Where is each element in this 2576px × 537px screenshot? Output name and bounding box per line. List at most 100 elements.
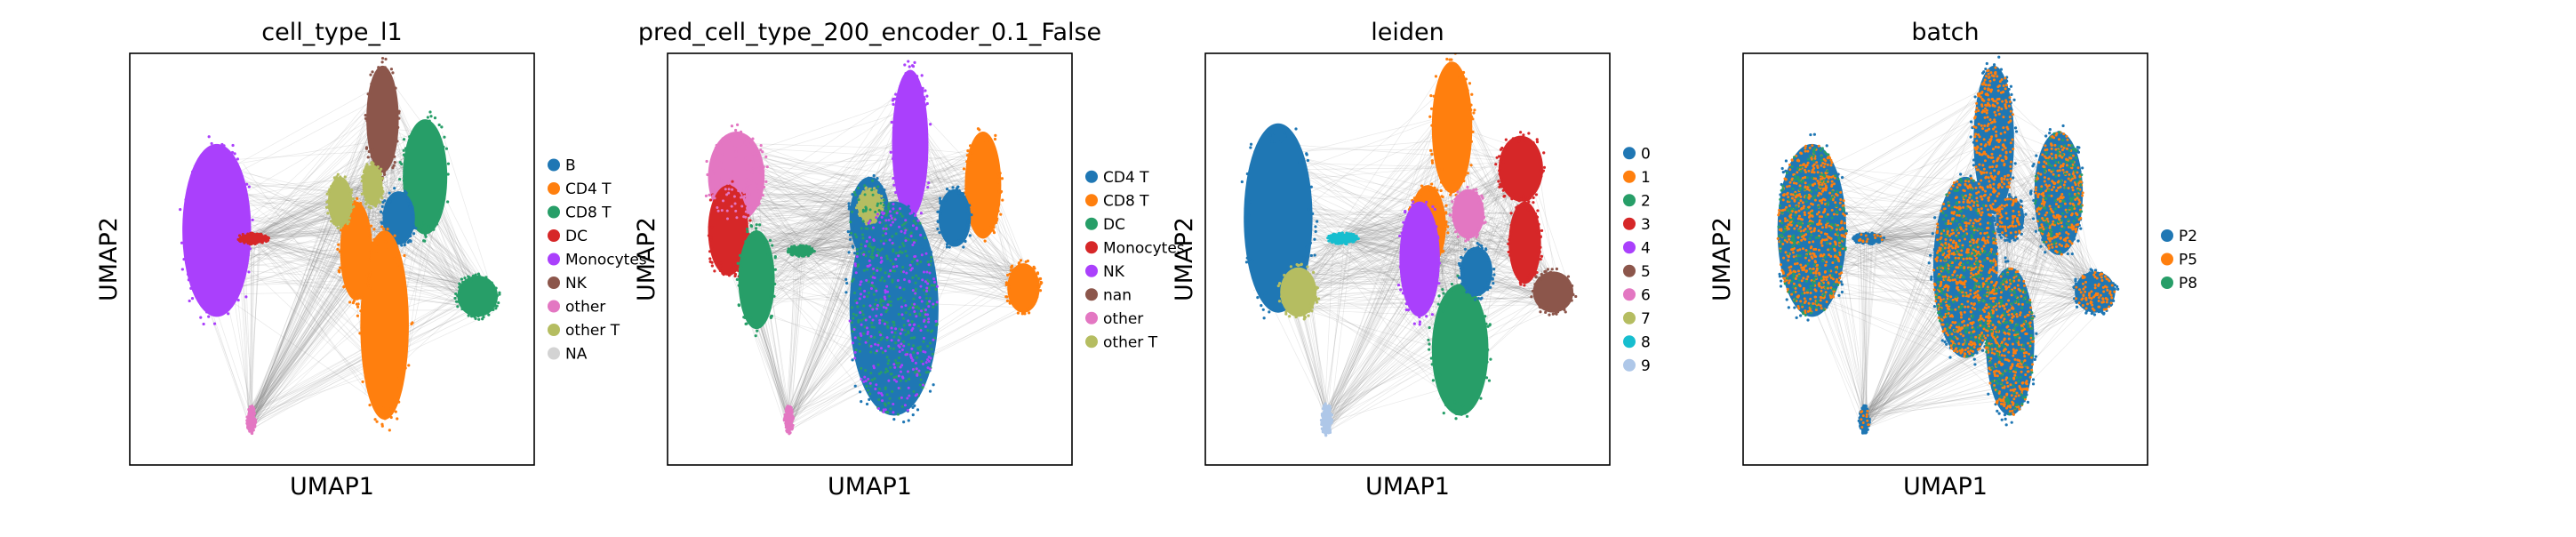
cell-point — [863, 325, 867, 329]
cell-point — [433, 116, 437, 120]
cell-point — [713, 196, 716, 200]
cell-point — [926, 282, 930, 285]
cell-point — [1418, 323, 1421, 326]
cell-point — [1790, 158, 1794, 162]
cell-point — [790, 411, 794, 414]
cell-point — [1994, 114, 1997, 117]
cell-point — [887, 401, 891, 405]
cell-point — [202, 322, 205, 326]
cell-point — [908, 323, 911, 326]
cell-point — [380, 186, 384, 189]
cell-point — [391, 166, 395, 170]
cell-point — [1981, 277, 1985, 280]
cell-point — [1973, 363, 1977, 366]
cell-point — [1539, 310, 1542, 314]
cell-point — [1458, 76, 1461, 80]
cell-point — [1988, 204, 1992, 207]
cell-point — [1448, 213, 1452, 217]
cell-point — [876, 267, 879, 270]
cell-point — [735, 277, 740, 281]
cell-point — [1556, 309, 1559, 312]
cell-point — [400, 162, 404, 166]
cell-point — [1996, 252, 1999, 256]
cell-point — [1466, 237, 1469, 241]
cell-point — [734, 150, 738, 154]
cell-point — [870, 252, 874, 256]
cell-point — [894, 92, 898, 96]
cell-point — [705, 159, 708, 164]
cell-point — [898, 245, 901, 249]
cell-point — [379, 200, 382, 204]
cell-point — [811, 248, 814, 252]
cell-point — [1972, 124, 1976, 128]
cell-point — [1288, 315, 1292, 318]
cell-point — [882, 244, 885, 248]
cell-point — [862, 251, 866, 254]
cell-point — [889, 347, 892, 350]
cell-point — [916, 351, 919, 355]
cell-point — [1825, 306, 1828, 309]
cell-point — [856, 293, 860, 297]
cell-point — [1556, 272, 1560, 276]
cell-point — [2113, 283, 2116, 287]
cell-point — [1795, 316, 1798, 319]
cell-point — [893, 211, 897, 214]
cell-point — [772, 294, 776, 298]
cell-point — [1815, 267, 1819, 270]
cell-point — [911, 224, 915, 228]
cell-point — [1307, 314, 1310, 317]
cell-point — [1809, 252, 1812, 256]
cell-point — [748, 236, 752, 240]
cell-point — [1996, 139, 2000, 142]
panel-title: cell_type_l1 — [261, 19, 402, 46]
cluster-nk — [366, 65, 399, 173]
cell-point — [1792, 172, 1796, 176]
cell-point — [1996, 409, 1999, 413]
cell-point — [1448, 61, 1452, 65]
cell-point — [711, 187, 715, 190]
cell-point — [966, 149, 970, 153]
cell-point — [1987, 76, 1990, 79]
cell-point — [1796, 224, 1799, 228]
cell-point — [878, 268, 882, 272]
cell-point — [1987, 176, 1990, 180]
cell-point — [1288, 309, 1292, 312]
cell-point — [889, 150, 892, 154]
cell-point — [409, 234, 412, 238]
cell-point — [1957, 325, 1961, 329]
cell-point — [1295, 313, 1299, 317]
cell-point — [891, 278, 894, 282]
cell-point — [962, 167, 966, 171]
cell-point — [892, 347, 895, 350]
cell-point — [230, 302, 234, 306]
cell-point — [886, 290, 890, 293]
cell-point — [876, 343, 880, 347]
cell-point — [1980, 331, 1984, 334]
cell-point — [912, 241, 916, 244]
cell-point — [1807, 301, 1811, 305]
cell-point — [897, 313, 900, 317]
cell-point — [882, 204, 885, 207]
cell-point — [404, 147, 408, 150]
cell-point — [1402, 268, 1405, 271]
cell-point — [428, 119, 431, 123]
cell-point — [1980, 110, 1984, 114]
panel-1: pred_cell_type_200_encoder_0.1_FalseUMAP… — [633, 19, 1185, 501]
cell-point — [225, 297, 228, 301]
cell-point — [1985, 75, 1988, 78]
cell-point — [1991, 98, 1995, 101]
cell-point — [860, 323, 863, 326]
cell-point — [366, 112, 371, 116]
cell-point — [1251, 259, 1254, 262]
cell-point — [866, 227, 869, 230]
cell-point — [1474, 194, 1477, 197]
cell-point — [2009, 109, 2012, 113]
cell-point — [1990, 207, 1994, 211]
cell-point — [1940, 298, 1943, 301]
cell-point — [334, 179, 338, 182]
cell-point — [393, 142, 396, 146]
cell-point — [1523, 284, 1526, 287]
cell-point — [852, 252, 857, 255]
cell-point — [899, 332, 902, 335]
cell-point — [898, 349, 901, 353]
